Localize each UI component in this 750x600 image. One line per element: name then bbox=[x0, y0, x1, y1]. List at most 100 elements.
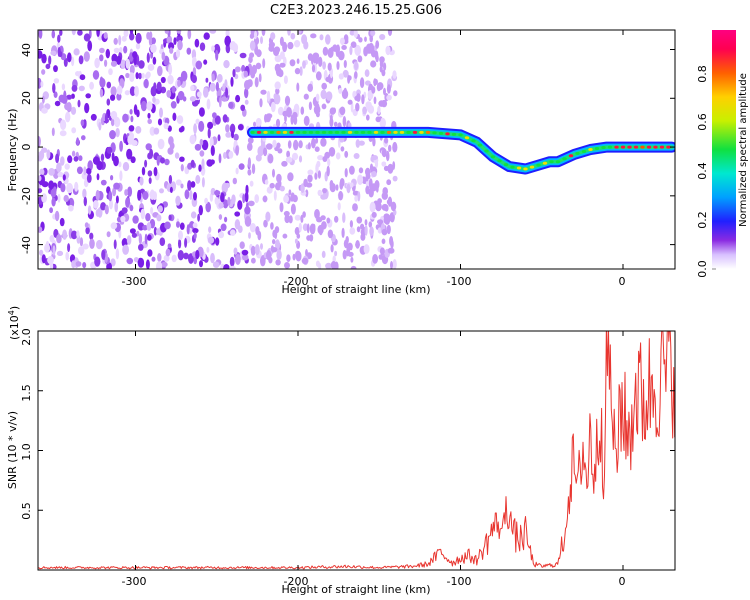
noise-speckle bbox=[175, 49, 181, 58]
noise-speckle bbox=[167, 243, 172, 249]
colorbar: 0.0 0.2 0.4 0.6 0.8 Normalized spectral … bbox=[696, 30, 749, 278]
noise-speckle bbox=[387, 30, 393, 36]
noise-speckle bbox=[48, 55, 52, 65]
noise-speckle bbox=[369, 201, 376, 213]
ridge-hotspot bbox=[477, 143, 483, 147]
noise-speckle bbox=[108, 68, 113, 76]
noise-speckle bbox=[228, 150, 234, 159]
noise-speckle bbox=[210, 159, 215, 165]
top-y-tick-label: 0 bbox=[20, 144, 33, 151]
noise-speckle bbox=[110, 86, 117, 97]
noise-speckle bbox=[135, 125, 142, 134]
noise-speckle bbox=[225, 30, 230, 38]
noise-speckle bbox=[329, 68, 333, 79]
noise-speckle bbox=[366, 114, 370, 121]
noise-speckle bbox=[113, 182, 120, 190]
noise-speckle bbox=[262, 195, 268, 203]
noise-speckle bbox=[109, 130, 116, 140]
noise-speckle bbox=[381, 203, 389, 211]
noise-speckle bbox=[38, 50, 43, 59]
noise-speckle bbox=[180, 183, 184, 189]
noise-speckle bbox=[168, 42, 175, 50]
noise-speckle bbox=[390, 201, 397, 212]
noise-speckle bbox=[218, 214, 223, 220]
noise-speckle bbox=[156, 155, 160, 166]
noise-speckle bbox=[272, 168, 275, 178]
noise-speckle bbox=[149, 148, 154, 159]
noise-speckle bbox=[392, 175, 398, 182]
noise-speckle bbox=[152, 56, 157, 65]
noise-speckle bbox=[294, 238, 298, 244]
noise-speckle bbox=[330, 46, 335, 53]
noise-speckle bbox=[220, 192, 225, 203]
noise-speckle bbox=[60, 119, 67, 131]
noise-speckle bbox=[129, 30, 134, 35]
noise-speckle bbox=[179, 156, 185, 162]
noise-speckle bbox=[147, 112, 151, 119]
noise-speckle bbox=[85, 93, 91, 99]
noise-speckle bbox=[387, 247, 395, 254]
noise-speckle bbox=[325, 262, 332, 269]
noise-speckle bbox=[178, 238, 182, 249]
noise-speckle bbox=[346, 183, 351, 194]
noise-speckle bbox=[96, 239, 103, 250]
noise-speckle bbox=[95, 209, 100, 217]
noise-speckle bbox=[325, 76, 331, 83]
noise-speckle bbox=[347, 99, 353, 105]
noise-speckle bbox=[249, 40, 256, 51]
noise-speckle bbox=[290, 192, 295, 202]
noise-speckle bbox=[379, 59, 384, 68]
noise-speckle bbox=[324, 151, 331, 159]
noise-speckle bbox=[70, 106, 77, 115]
noise-speckle bbox=[189, 134, 196, 145]
ridge-hotspot bbox=[412, 130, 418, 134]
noise-speckle bbox=[82, 243, 89, 250]
noise-speckle bbox=[386, 94, 392, 101]
noise-speckle bbox=[124, 189, 128, 196]
signal-ridge bbox=[247, 126, 675, 175]
noise-speckle bbox=[286, 150, 290, 158]
ridge-hotspot bbox=[295, 130, 301, 134]
noise-speckle bbox=[314, 172, 318, 180]
noise-speckle bbox=[208, 226, 212, 233]
noise-speckle bbox=[198, 107, 205, 117]
noise-speckle bbox=[85, 168, 92, 175]
noise-speckle bbox=[184, 189, 190, 200]
noise-speckle bbox=[260, 89, 267, 95]
noise-speckle bbox=[275, 259, 281, 266]
noise-speckle bbox=[254, 244, 260, 256]
noise-speckle bbox=[80, 119, 85, 127]
noise-speckle bbox=[125, 197, 130, 208]
noise-speckle bbox=[325, 91, 333, 101]
noise-speckle bbox=[229, 265, 236, 269]
noise-speckle bbox=[366, 173, 371, 180]
noise-speckle bbox=[359, 77, 365, 89]
noise-speckle bbox=[129, 204, 134, 212]
noise-speckle bbox=[294, 40, 301, 48]
noise-speckle bbox=[370, 30, 376, 36]
noise-speckle bbox=[193, 123, 198, 134]
noise-speckle bbox=[368, 42, 375, 54]
noise-speckle bbox=[56, 162, 62, 173]
noise-speckle bbox=[255, 117, 262, 127]
noise-speckle bbox=[145, 73, 150, 80]
noise-speckle bbox=[47, 256, 54, 265]
noise-speckle bbox=[196, 91, 202, 98]
noise-speckle bbox=[382, 253, 386, 264]
ridge-hotspot bbox=[594, 147, 600, 150]
noise-speckle bbox=[138, 243, 144, 251]
colorbar-tick-label: 0.4 bbox=[696, 162, 709, 180]
noise-speckle bbox=[224, 216, 228, 223]
noise-speckle bbox=[147, 170, 153, 177]
noise-speckle bbox=[365, 80, 371, 86]
noise-speckle bbox=[349, 45, 353, 56]
noise-speckle bbox=[242, 193, 246, 204]
ridge-hotspot bbox=[555, 160, 561, 164]
noise-speckle bbox=[222, 199, 229, 209]
noise-speckle bbox=[392, 141, 398, 153]
noise-speckle bbox=[172, 112, 177, 122]
noise-speckle bbox=[123, 30, 129, 37]
noise-speckle bbox=[113, 239, 117, 250]
noise-speckle bbox=[318, 56, 323, 67]
